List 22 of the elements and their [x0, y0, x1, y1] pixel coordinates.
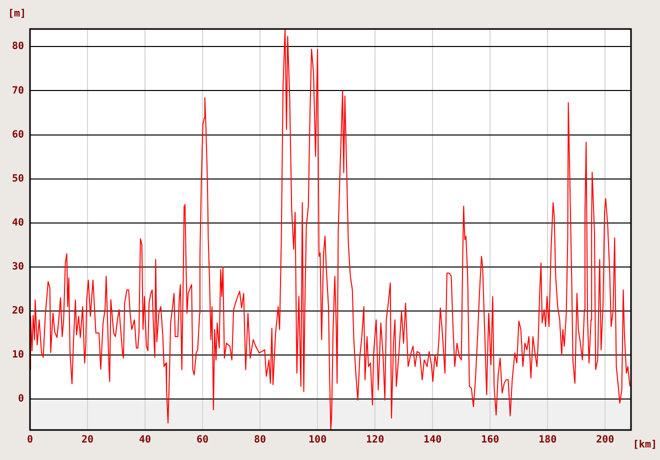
x-tick-label: 160: [481, 434, 500, 446]
x-axis-title: [km]: [632, 440, 657, 451]
y-tick-label: 70: [12, 85, 24, 96]
x-tick-label: 100: [308, 434, 327, 446]
y-tick-label: 30: [12, 262, 24, 273]
y-tick-label: 0: [18, 394, 24, 405]
x-tick-label: 180: [538, 434, 557, 446]
y-axis-title: [m]: [8, 8, 26, 20]
y-tick-label: 80: [12, 41, 24, 52]
x-tick-label: 60: [196, 434, 209, 446]
y-tick-label: 40: [12, 217, 24, 228]
y-tick-label: 50: [12, 173, 24, 184]
x-tick-label: 140: [424, 434, 442, 446]
x-tick-label: 120: [366, 434, 384, 446]
x-tick-label: 40: [139, 434, 152, 446]
y-tick-label: 60: [12, 129, 24, 140]
y-tick-label: 20: [12, 306, 24, 317]
x-tick-label: 20: [81, 434, 94, 446]
x-tick-label: 200: [596, 434, 614, 446]
x-tick-label: 80: [254, 434, 266, 446]
x-tick-label: 0: [26, 434, 34, 446]
y-tick-label: 10: [12, 350, 24, 361]
